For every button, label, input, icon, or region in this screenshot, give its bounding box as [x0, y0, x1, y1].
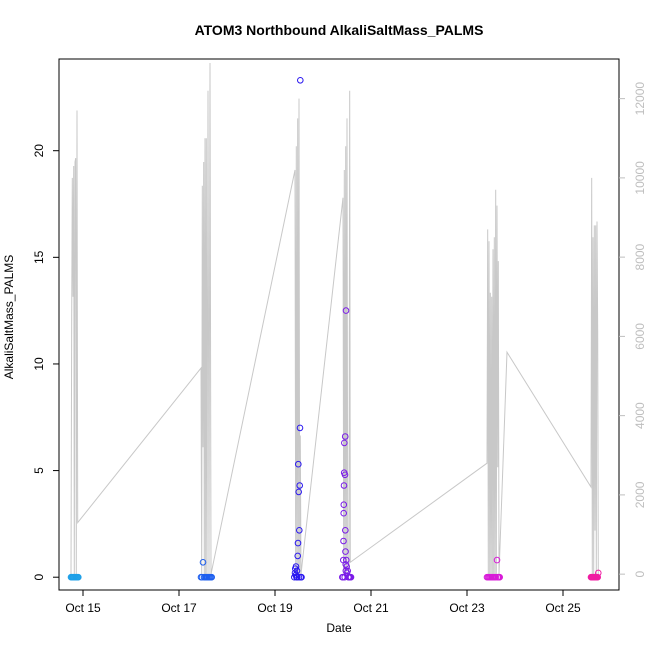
data-point: [199, 559, 207, 566]
data-point: [342, 307, 350, 314]
series-flight-1: [67, 573, 82, 581]
data-point: [340, 501, 348, 509]
data-point: [340, 537, 347, 545]
data-point: [295, 460, 302, 468]
data-point: [344, 567, 352, 575]
data-point: [296, 482, 304, 489]
altitude-line-layer: [70, 62, 599, 575]
x-tick-label: Oct 21: [353, 601, 389, 615]
y2-axis: 0 2000 4000 6000 8000 10000 12000: [619, 82, 647, 577]
data-point: [341, 439, 348, 447]
y2-tick-label: 4000: [633, 402, 647, 429]
y-axis: 0 5 10 15 20: [32, 144, 59, 581]
data-point: [347, 573, 355, 581]
y2-tick-label: 2000: [633, 481, 647, 508]
y2-tick-label: 6000: [633, 323, 647, 350]
data-point: [341, 471, 349, 479]
data-point: [295, 488, 303, 496]
x-tick-label: Oct 25: [545, 601, 581, 615]
data-point: [294, 539, 302, 547]
altitude-line: [70, 62, 599, 575]
x-tick-label: Oct 23: [449, 601, 485, 615]
data-point: [296, 527, 303, 534]
data-point: [342, 548, 349, 555]
x-tick-label: Oct 17: [161, 601, 197, 615]
data-point: [296, 424, 304, 432]
data-point: [298, 573, 305, 581]
series-flight-2: [197, 559, 215, 581]
x-tick-label: Oct 15: [65, 601, 101, 615]
data-point: [340, 509, 348, 517]
data-point: [208, 573, 215, 581]
y2-tick-label: 12000: [633, 82, 647, 116]
y-tick-label: 15: [32, 250, 46, 264]
data-point: [493, 556, 501, 564]
series-flight-5: [483, 556, 504, 581]
series-flight-6: [587, 569, 602, 581]
y-tick-label: 10: [32, 357, 46, 371]
chart-title: ATOM3 Northbound AlkaliSaltMass_PALMS: [195, 22, 484, 38]
y2-tick-label: 10000: [633, 161, 647, 195]
data-point: [292, 563, 300, 570]
series-flight-4: [339, 307, 355, 581]
data-point: [342, 527, 349, 534]
data-point: [343, 563, 351, 570]
data-point: [340, 482, 348, 489]
data-point: [343, 556, 350, 564]
y-tick-label: 20: [32, 144, 46, 158]
series-flight-3: [291, 77, 305, 581]
y-tick-label: 0: [32, 574, 46, 581]
data-point: [341, 433, 349, 440]
y2-tick-label: 0: [633, 570, 647, 577]
data-point: [496, 573, 504, 581]
data-point: [75, 573, 82, 581]
x-axis-label: Date: [326, 621, 352, 635]
data-point: [293, 567, 301, 575]
x-axis: Oct 15 Oct 17 Oct 19 Oct 21 Oct 23 Oct 25: [65, 590, 581, 615]
y-tick-label: 5: [32, 467, 46, 474]
data-point: [595, 569, 602, 577]
y2-tick-label: 8000: [633, 243, 647, 270]
data-point: [297, 77, 304, 84]
x-tick-label: Oct 19: [257, 601, 293, 615]
data-point: [294, 552, 302, 560]
data-point: [594, 573, 602, 581]
plot-frame: [58, 58, 620, 591]
scatter-points-layer: [67, 77, 602, 581]
y-axis-label: AlkaliSaltMass_PALMS: [2, 255, 16, 380]
